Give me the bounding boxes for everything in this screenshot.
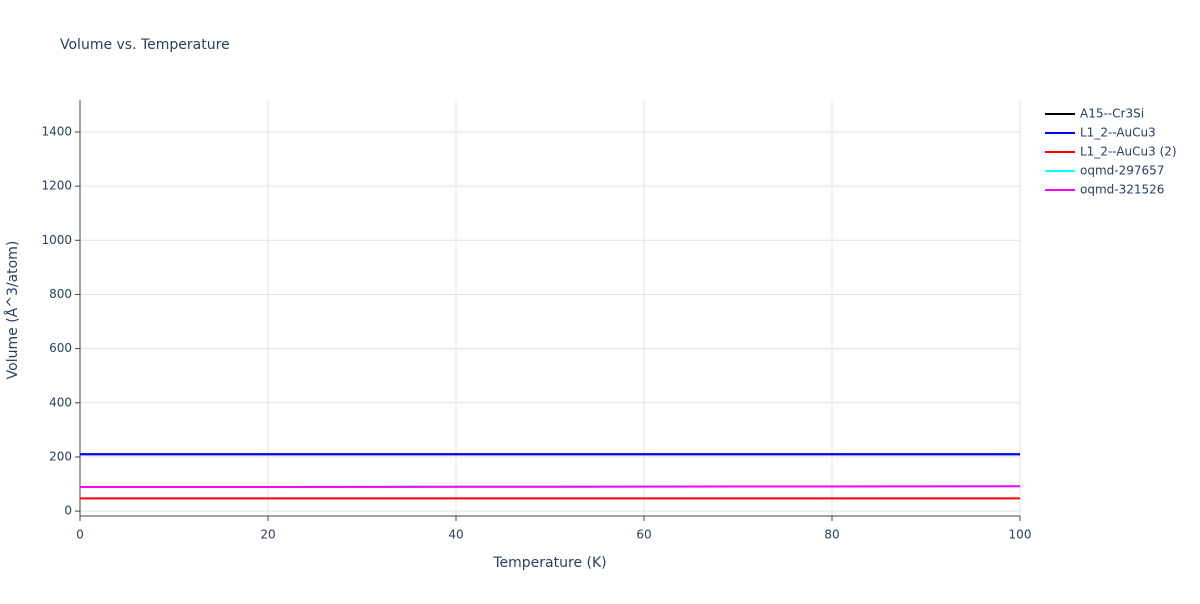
- legend-label: oqmd-321526: [1080, 183, 1164, 197]
- x-tick-label: 20: [260, 528, 275, 542]
- y-tick-label: 400: [49, 395, 72, 409]
- line-series: [80, 485, 1021, 489]
- y-axis-label: Volume (Å^3/atom): [4, 241, 21, 380]
- legend-label: oqmd-297657: [1080, 164, 1164, 178]
- y-tick-label: 1200: [41, 179, 72, 193]
- x-tick-label: 40: [448, 528, 463, 542]
- x-tick-label: 100: [1009, 528, 1032, 542]
- y-tick-label: 600: [49, 341, 72, 355]
- x-axis-label: Temperature (K): [492, 555, 606, 571]
- x-tick-label: 80: [824, 528, 839, 542]
- y-tick-label: 0: [64, 504, 72, 518]
- y-tick-label: 1000: [41, 233, 72, 247]
- chart-title: Volume vs. Temperature: [60, 37, 230, 53]
- legend-label: L1_2--AuCu3: [1080, 126, 1156, 140]
- legend-label: A15--Cr3Si: [1080, 107, 1144, 121]
- legend-label: L1_2--AuCu3 (2): [1080, 145, 1177, 159]
- y-tick-label: 200: [49, 449, 72, 463]
- y-tick-label: 1400: [41, 124, 72, 138]
- y-tick-label: 800: [49, 287, 72, 301]
- x-tick-label: 0: [76, 528, 84, 542]
- x-tick-label: 60: [636, 528, 651, 542]
